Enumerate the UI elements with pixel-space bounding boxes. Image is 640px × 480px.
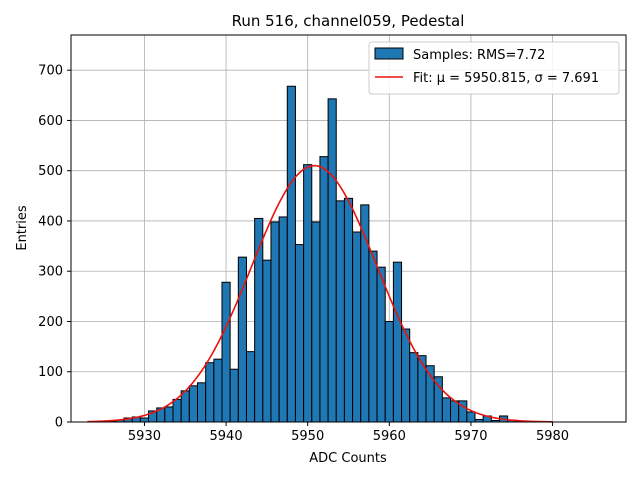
histogram-bar xyxy=(245,351,256,423)
histogram-bar xyxy=(327,98,337,423)
x-tick-label: 5950 xyxy=(291,429,324,444)
legend: Samples: RMS=7.72 Fit: μ = 5950.815, σ =… xyxy=(368,41,620,95)
y-tick-label: 300 xyxy=(38,265,63,280)
x-axis-ticks: 5930 5940 5950 5960 5970 5980 xyxy=(128,422,569,444)
legend-box xyxy=(368,41,620,95)
y-tick-label: 400 xyxy=(38,214,63,229)
y-tick-label: 600 xyxy=(38,114,63,129)
histogram-bar xyxy=(417,355,427,423)
histogram-bar xyxy=(180,390,190,423)
histogram-bar xyxy=(197,382,207,423)
histogram-bar xyxy=(441,397,452,423)
y-tick-label: 0 xyxy=(55,416,63,431)
x-tick-label: 5930 xyxy=(128,429,161,444)
histogram-bar xyxy=(335,200,345,423)
y-axis-label: Entries xyxy=(15,205,30,251)
histogram-bar xyxy=(303,164,313,423)
histogram-bar xyxy=(466,411,476,423)
x-tick-label: 5940 xyxy=(210,429,243,444)
histogram-bar xyxy=(384,320,394,423)
plot-frame xyxy=(70,34,627,423)
histogram-bar xyxy=(368,250,378,423)
x-tick-label: 5960 xyxy=(373,429,406,444)
histogram-bar xyxy=(205,362,215,423)
x-tick-label: 5980 xyxy=(536,429,569,444)
histogram-bars xyxy=(99,85,541,423)
legend-fit-label: Fit: μ = 5950.815, σ = 7.691 xyxy=(413,71,599,86)
histogram-bar xyxy=(172,398,182,423)
histogram-bar xyxy=(286,85,296,423)
histogram-bar xyxy=(213,358,223,423)
y-tick-label: 700 xyxy=(38,64,63,79)
legend-histogram-swatch xyxy=(374,47,404,60)
histogram-bar xyxy=(164,406,174,423)
chart-title: Run 516, channel059, Pedestal xyxy=(232,12,465,30)
legend-histogram-label: Samples: RMS=7.72 xyxy=(413,48,545,63)
histogram-bar xyxy=(221,281,231,423)
histogram-bar xyxy=(229,368,239,423)
histogram-bar xyxy=(294,244,305,423)
x-tick-label: 5970 xyxy=(454,429,487,444)
histogram-bar xyxy=(278,216,288,423)
histogram-bar xyxy=(311,221,321,423)
histogram-bar xyxy=(270,221,280,423)
y-tick-label: 500 xyxy=(38,164,63,179)
histogram-bar xyxy=(262,259,272,423)
histogram-bar xyxy=(409,352,419,423)
histogram-bar xyxy=(188,385,199,423)
y-tick-label: 200 xyxy=(38,315,63,330)
x-axis-label: ADC Counts xyxy=(309,451,387,466)
histogram-bar xyxy=(433,376,443,423)
histogram-bar xyxy=(352,231,362,423)
fit-curve xyxy=(87,164,553,423)
histogram-bar xyxy=(401,328,411,423)
histogram-bar xyxy=(450,400,460,423)
y-tick-label: 100 xyxy=(38,365,63,380)
histogram-bar xyxy=(139,417,150,423)
histogram-bar xyxy=(392,261,403,423)
y-axis-ticks: 0 100 200 300 400 500 600 700 xyxy=(38,64,71,431)
histogram-bar xyxy=(343,197,354,423)
histogram-bar xyxy=(376,266,386,423)
histogram-bar xyxy=(319,156,329,423)
